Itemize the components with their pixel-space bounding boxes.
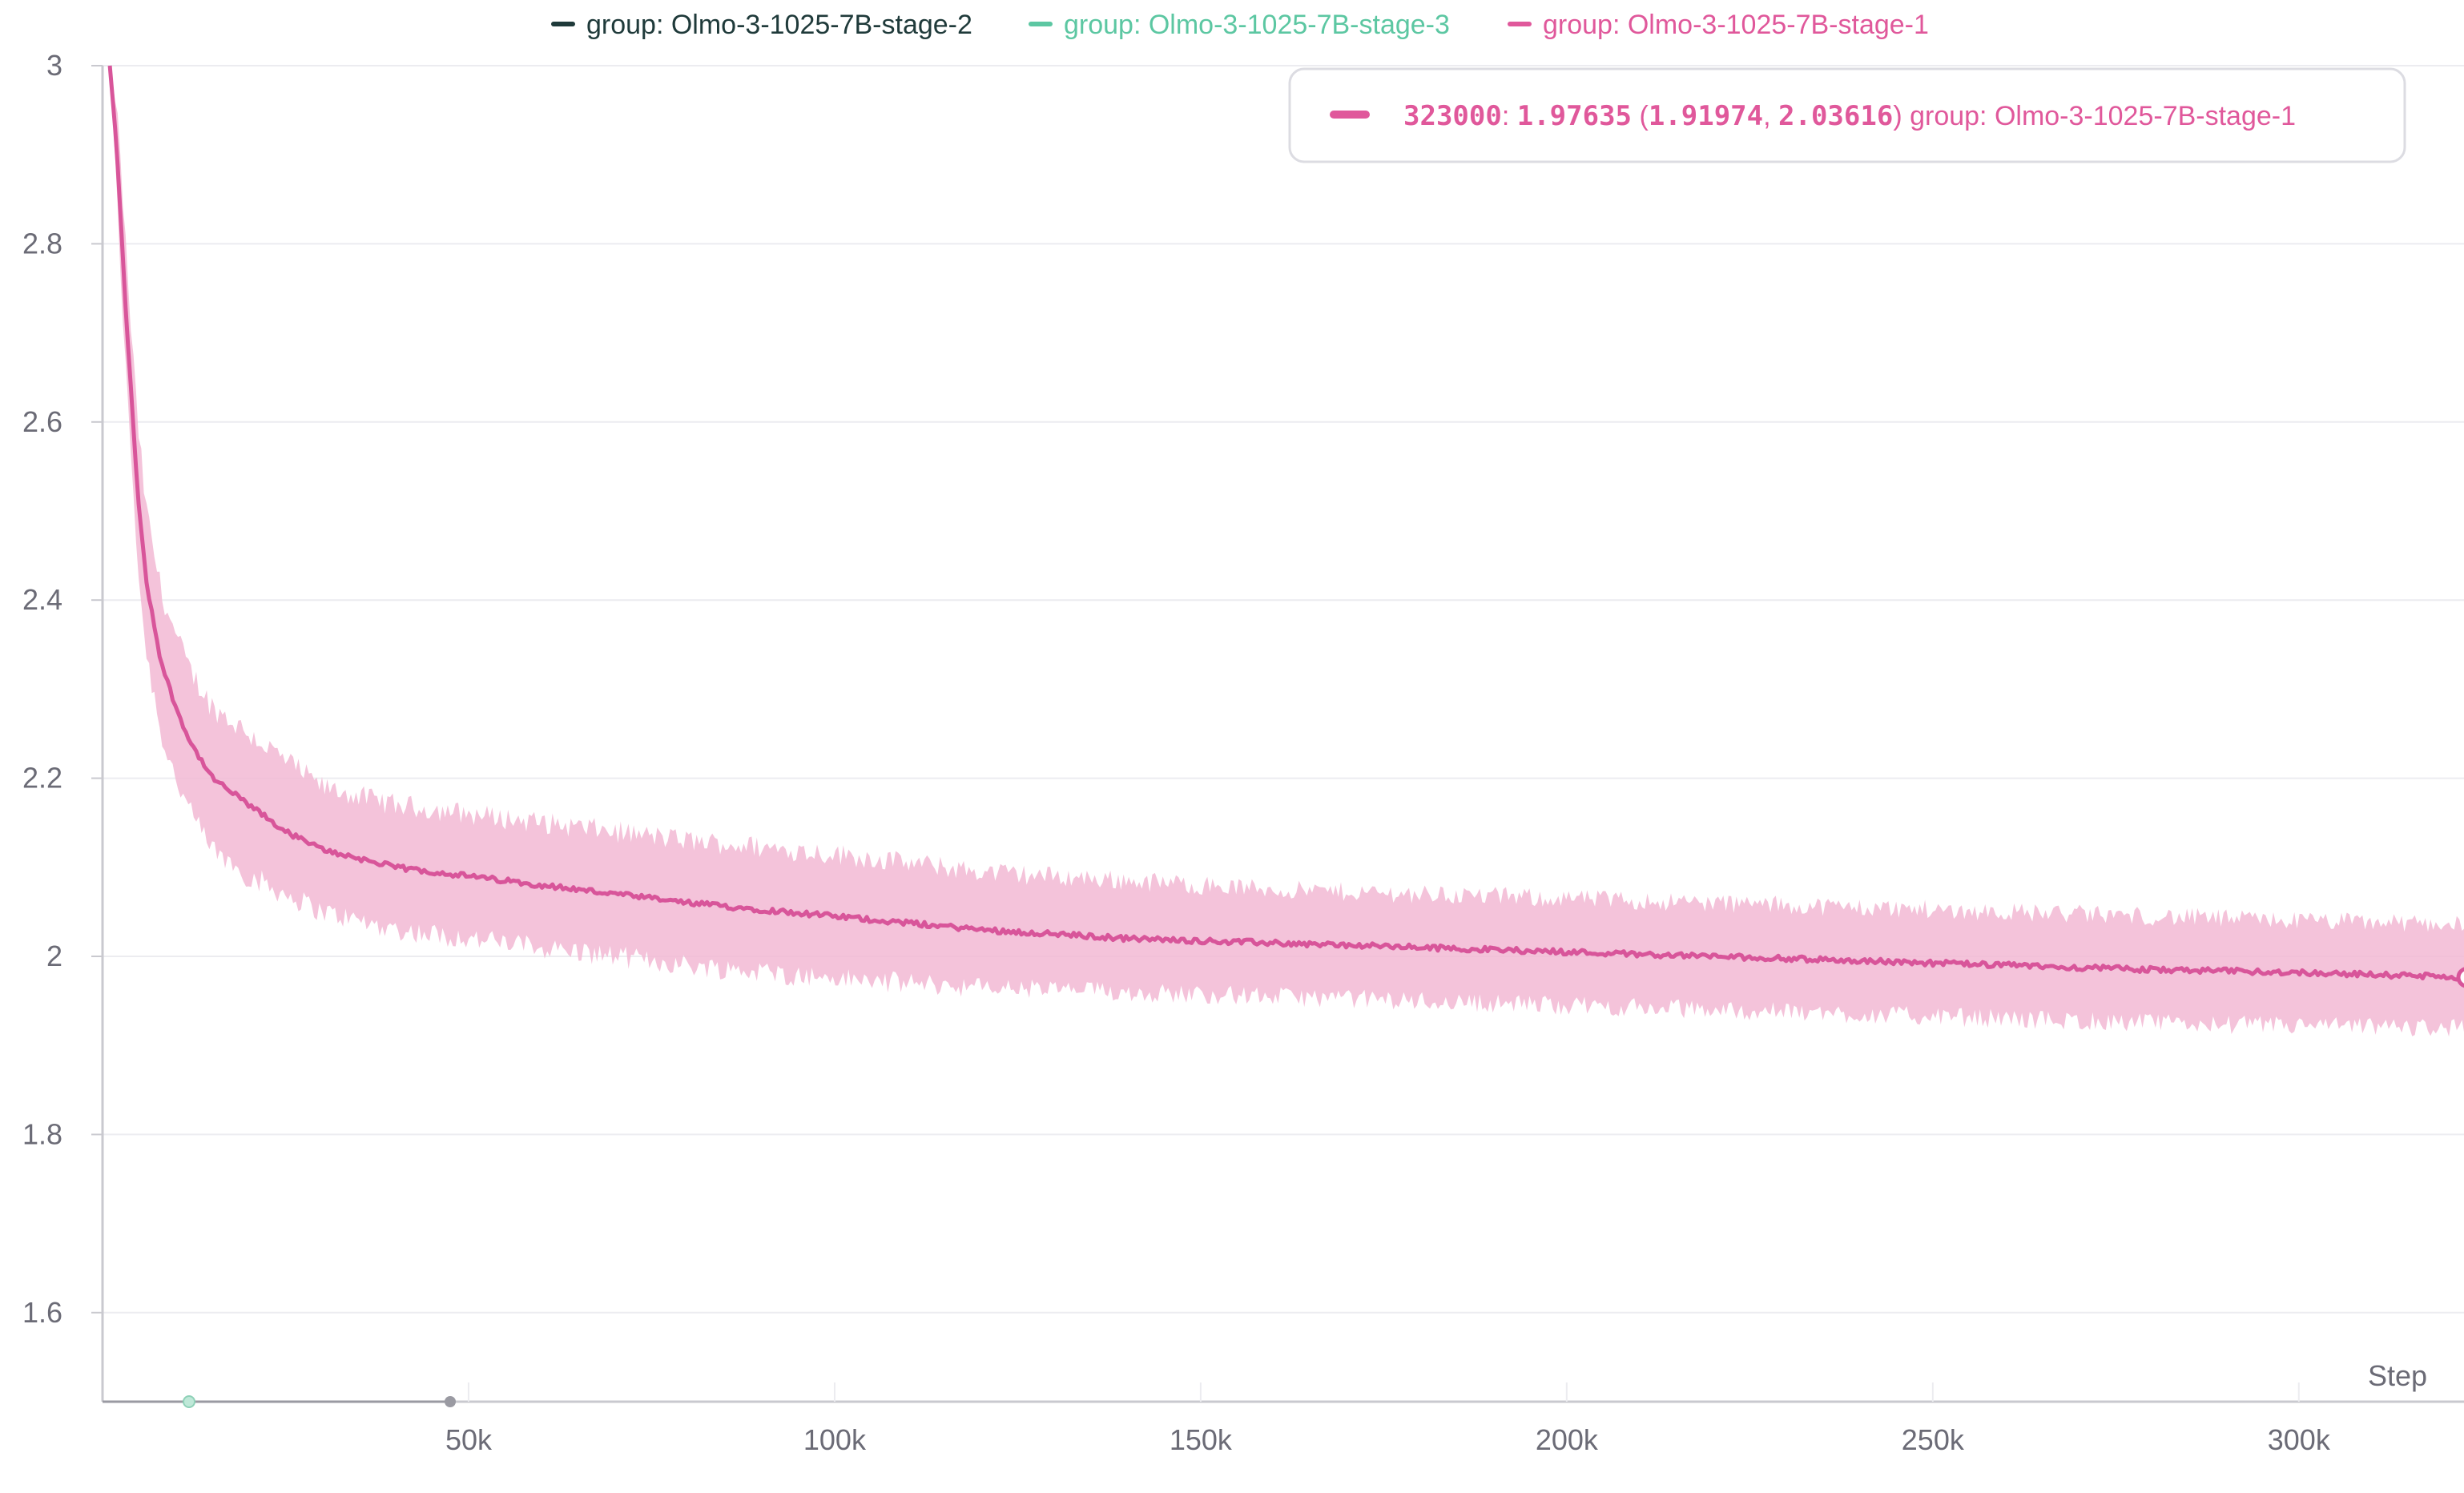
- scrubber-handle-right[interactable]: [445, 1396, 456, 1407]
- y-tick-label-6: 2.8: [22, 227, 62, 260]
- y-tick-labels: 1.6 1.8 2 2.2 2.4 2.6 2.8 3: [22, 49, 103, 1329]
- legend-label-stage-3: group: Olmo-3-1025-7B-stage-3: [1064, 10, 1450, 40]
- tooltip-text: 323000: 1.97635 (1.91974, 2.03616) group…: [1403, 100, 2296, 132]
- tooltip-high: 2.03616: [1778, 100, 1893, 132]
- y-tick-label-5: 2.6: [22, 405, 62, 438]
- x-tick-label-1: 100k: [803, 1423, 867, 1456]
- y-tick-label-1: 1.8: [22, 1117, 62, 1150]
- confidence-band: [110, 66, 2464, 1037]
- x-tick-label-0: 50k: [445, 1423, 493, 1456]
- series-band-stage-1: [110, 66, 2464, 1037]
- tooltip-step: 323000: [1403, 100, 1502, 132]
- x-tick-labels: 50k 100k 150k 200k 250k 300k: [445, 1382, 2331, 1456]
- legend-item-stage-1[interactable]: group: Olmo-3-1025-7B-stage-1: [1508, 10, 1929, 40]
- legend-swatch-stage-3: [1029, 22, 1053, 26]
- legend-label-stage-2: group: Olmo-3-1025-7B-stage-2: [586, 10, 972, 40]
- legend-item-stage-2[interactable]: group: Olmo-3-1025-7B-stage-2: [551, 10, 972, 40]
- y-tick-label-4: 2.4: [22, 583, 62, 616]
- hover-point: [2456, 967, 2464, 988]
- tooltip-value: 1.97635: [1517, 100, 1632, 132]
- hover-tooltip: 323000: 1.97635 (1.91974, 2.03616) group…: [1288, 67, 2406, 163]
- tooltip-box: [1288, 67, 2406, 163]
- x-axis-label: Step: [2368, 1359, 2427, 1392]
- legend-label-stage-1: group: Olmo-3-1025-7B-stage-1: [1543, 10, 1929, 40]
- series-lines: [107, 65, 2464, 982]
- tooltip-sep-4: ): [1893, 101, 1910, 131]
- legend-item-stage-3[interactable]: group: Olmo-3-1025-7B-stage-3: [1029, 10, 1450, 40]
- axes: [101, 66, 2464, 1403]
- legend-swatch-stage-2: [551, 22, 575, 26]
- x-tick-label-4: 250k: [1902, 1423, 1965, 1456]
- x-tick-label-2: 150k: [1170, 1423, 1233, 1456]
- x-tick-label-5: 300k: [2268, 1423, 2331, 1456]
- tooltip-swatch: [1330, 111, 1370, 119]
- hover-cursor: [2456, 967, 2464, 988]
- series-line-stage-1: [107, 65, 2464, 982]
- y-tick-label-0: 1.6: [22, 1296, 62, 1329]
- legend-swatch-stage-1: [1508, 22, 1532, 26]
- tooltip-group: group: Olmo-3-1025-7B-stage-1: [1910, 101, 2296, 131]
- x-tick-label-3: 200k: [1536, 1423, 1599, 1456]
- y-tick-label-3: 2.2: [22, 762, 62, 795]
- scrubber-handle-left[interactable]: [183, 1395, 195, 1408]
- tooltip-low: 1.91974: [1649, 100, 1763, 132]
- grid-lines: [103, 65, 2464, 1314]
- y-tick-label-2: 2: [46, 940, 62, 972]
- y-tick-label-7: 3: [46, 49, 62, 82]
- range-scrubber[interactable]: [103, 1395, 456, 1408]
- legend: group: Olmo-3-1025-7B-stage-2 group: Olm…: [551, 10, 1929, 40]
- tooltip-sep-3: ,: [1763, 101, 1778, 131]
- tooltip-sep-2: (: [1632, 101, 1649, 131]
- tooltip-sep-1: :: [1502, 101, 1517, 131]
